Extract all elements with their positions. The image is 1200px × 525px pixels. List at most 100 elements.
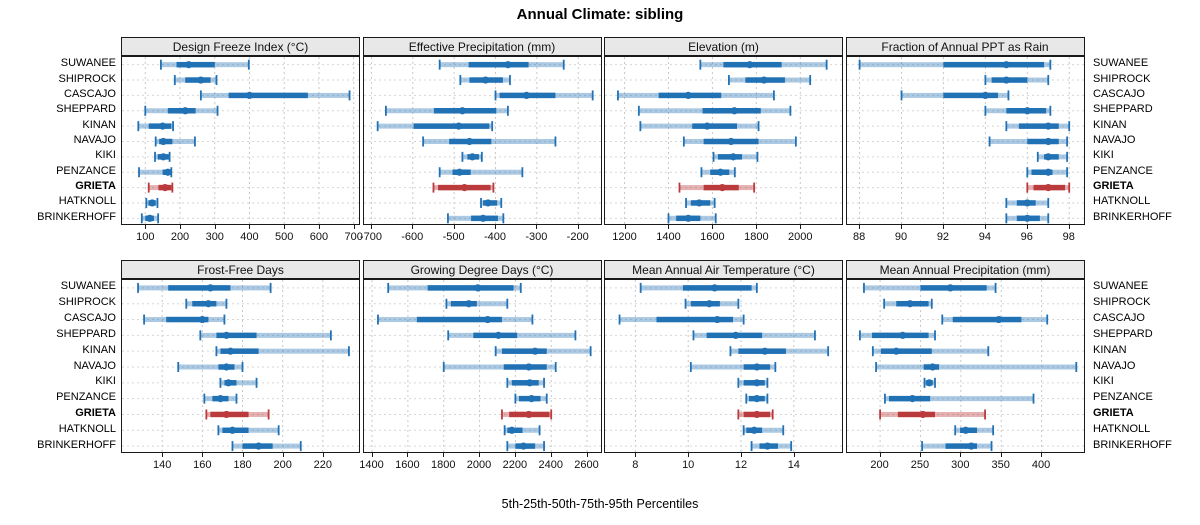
p5-cap (1004, 197, 1007, 208)
median-dot (713, 315, 721, 324)
p95-cap (766, 393, 769, 404)
p5-cap (203, 393, 206, 404)
axis-tick-label: 1800 (744, 231, 769, 243)
median-dot (455, 168, 463, 176)
median-dot (159, 122, 167, 130)
axis-tick (353, 225, 355, 229)
site-interval-sheppard (144, 105, 219, 116)
site-label-left-grieta: GRIETA (75, 180, 116, 193)
site-interval-brinkerhoff (505, 441, 545, 452)
axis-tick (800, 225, 802, 229)
site-interval-sheppard (858, 330, 936, 341)
median-dot (483, 315, 491, 324)
median-dot (730, 107, 738, 115)
median-dot (705, 300, 713, 308)
axis-tick-label: 14 (787, 459, 800, 471)
site-label-left-sheppard: SHEPPARD (56, 327, 116, 340)
p95-cap (733, 167, 736, 178)
median-dot (222, 410, 231, 419)
site-interval-suwanee (160, 59, 250, 70)
median-dot (716, 168, 725, 176)
axis-tick-label: 200 (170, 231, 190, 243)
p95-cap (542, 441, 545, 452)
p5-cap (1036, 151, 1039, 162)
p25-p75-band (192, 300, 217, 307)
p95-cap (737, 298, 740, 309)
p95-cap (771, 409, 774, 420)
site-interval-hatknoll (479, 197, 502, 208)
p95-cap (990, 441, 992, 452)
site-interval-sheppard (384, 105, 509, 116)
median-dot (148, 199, 156, 207)
p5-cap (442, 362, 445, 372)
site-interval-shiprock (727, 75, 812, 86)
panel-strip-3-1: Mean Annual Precipitation (mm) (845, 260, 1085, 279)
p5-cap (1025, 182, 1028, 193)
site-interval-navajo (988, 136, 1068, 147)
panel-strip-1-1: Growing Degree Days (°C) (362, 260, 602, 279)
p5-p95-band (439, 169, 522, 175)
axis-tick (494, 225, 496, 229)
p5-cap (858, 59, 860, 70)
panel-strip-0-0: Design Freeze Index (°C) (121, 37, 360, 56)
p5-cap (618, 314, 621, 325)
axis-tick-label: 250 (910, 459, 930, 471)
median-dot (522, 91, 530, 100)
site-label-right-cascajo: CASCAJO (1093, 312, 1145, 325)
p95-cap (348, 90, 351, 101)
p25-p75-band (1018, 123, 1059, 129)
axis-tick (407, 453, 409, 457)
p5-cap (1025, 167, 1028, 178)
p95-cap (490, 121, 493, 132)
median-dot (473, 284, 481, 292)
p25-p75-band (1030, 169, 1052, 175)
site-interval-shiprock (882, 298, 933, 309)
p95-cap (501, 213, 504, 224)
p95-cap (574, 330, 576, 341)
site-interval-kinan (376, 121, 493, 132)
axis-tick (443, 453, 445, 457)
median-dot (465, 137, 473, 146)
p5-cap (199, 90, 202, 101)
median-dot (763, 442, 772, 450)
p5-cap (199, 330, 202, 341)
median-dot (967, 442, 975, 450)
median-dot (695, 199, 703, 207)
p25-p75-band (416, 316, 502, 323)
p5-cap (503, 425, 506, 436)
panel-plot (604, 56, 843, 225)
site-label-right-sheppard: SHEPPARD (1093, 103, 1153, 116)
p5-cap (231, 441, 234, 452)
site-interval-hatknoll (503, 425, 540, 436)
median-dot (206, 284, 214, 292)
median-dot (981, 91, 989, 100)
panel-plot (121, 279, 360, 453)
p5-cap (742, 425, 745, 436)
p95-cap (269, 282, 272, 293)
axis-tick-label: 8 (632, 459, 639, 471)
site-interval-kiki (923, 377, 936, 388)
site-interval-sheppard (199, 330, 332, 341)
site-interval-suwanee (862, 282, 996, 293)
p5-cap (689, 362, 692, 372)
percentiles-caption: 5th-25th-50th-75th-95th Percentiles (501, 497, 699, 511)
p95-cap (549, 409, 552, 420)
site-interval-grieta (147, 182, 174, 193)
p5-cap (878, 409, 881, 420)
p25-p75-band (692, 123, 738, 129)
site-interval-shiprock (173, 75, 218, 86)
site-label-left-brinkerhoff: BRINKERHOFF (37, 210, 116, 223)
axis-tick-label: 200 (870, 459, 889, 471)
p95-cap (1032, 393, 1034, 404)
p5-cap (678, 182, 681, 193)
median-dot (524, 363, 532, 371)
site-interval-suwanee (137, 282, 272, 293)
axis-tick (984, 225, 986, 229)
site-interval-penzance (1025, 167, 1068, 178)
p5-cap (505, 441, 508, 452)
site-interval-penzance (203, 393, 238, 404)
axis-tick (635, 453, 637, 457)
site-label-right-penzance: PENZANCE (1093, 391, 1153, 404)
median-dot (460, 183, 468, 192)
site-label-left-cascajo: CASCAJO (64, 87, 116, 100)
